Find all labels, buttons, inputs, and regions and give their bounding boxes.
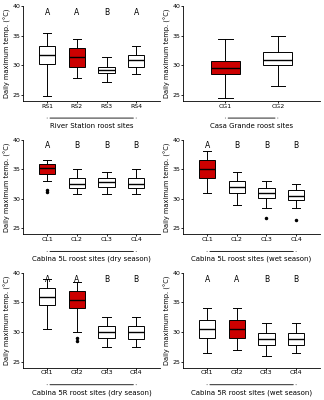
PathPatch shape xyxy=(128,55,144,67)
Text: A: A xyxy=(234,275,239,284)
Text: B: B xyxy=(234,141,239,150)
Text: A: A xyxy=(44,275,50,284)
PathPatch shape xyxy=(69,178,85,188)
PathPatch shape xyxy=(229,320,245,338)
PathPatch shape xyxy=(288,333,304,345)
X-axis label: Cabina 5L roost sites (wet season): Cabina 5L roost sites (wet season) xyxy=(191,256,312,262)
PathPatch shape xyxy=(69,48,85,67)
PathPatch shape xyxy=(199,320,215,338)
Text: B: B xyxy=(104,141,109,150)
Text: B: B xyxy=(74,141,79,150)
PathPatch shape xyxy=(258,333,274,345)
PathPatch shape xyxy=(39,46,55,64)
PathPatch shape xyxy=(258,188,274,198)
Text: A: A xyxy=(44,8,50,17)
PathPatch shape xyxy=(263,52,292,66)
Text: A: A xyxy=(74,275,79,284)
PathPatch shape xyxy=(288,190,304,200)
Text: B: B xyxy=(294,275,299,284)
Text: A: A xyxy=(44,141,50,150)
Text: B: B xyxy=(294,141,299,150)
Text: B: B xyxy=(133,275,139,284)
X-axis label: Cabina 5L roost sites (dry season): Cabina 5L roost sites (dry season) xyxy=(32,256,151,262)
Text: B: B xyxy=(264,275,269,284)
PathPatch shape xyxy=(39,288,55,306)
X-axis label: Cabina 5R roost sites (wet season): Cabina 5R roost sites (wet season) xyxy=(191,389,312,396)
PathPatch shape xyxy=(199,160,215,178)
Text: A: A xyxy=(133,8,139,17)
PathPatch shape xyxy=(69,291,85,308)
Y-axis label: Daily maximum temp. (°C): Daily maximum temp. (°C) xyxy=(4,276,11,365)
X-axis label: Cabina 5R roost sites (dry season): Cabina 5R roost sites (dry season) xyxy=(32,389,152,396)
PathPatch shape xyxy=(98,178,115,187)
Text: A: A xyxy=(204,275,210,284)
Text: B: B xyxy=(264,141,269,150)
Text: A: A xyxy=(204,141,210,150)
PathPatch shape xyxy=(39,164,55,174)
PathPatch shape xyxy=(128,178,144,188)
Text: B: B xyxy=(104,8,109,17)
Y-axis label: Daily maximum temp. (°C): Daily maximum temp. (°C) xyxy=(4,9,11,98)
X-axis label: River Station roost sites: River Station roost sites xyxy=(50,123,133,129)
Y-axis label: Daily maximum temp. (°C): Daily maximum temp. (°C) xyxy=(164,276,171,365)
Text: A: A xyxy=(74,8,79,17)
X-axis label: Casa Grande roost sites: Casa Grande roost sites xyxy=(210,123,293,129)
PathPatch shape xyxy=(98,67,115,72)
PathPatch shape xyxy=(229,181,245,193)
Text: B: B xyxy=(104,275,109,284)
PathPatch shape xyxy=(98,326,115,338)
PathPatch shape xyxy=(211,61,240,74)
Y-axis label: Daily maximum temp. (°C): Daily maximum temp. (°C) xyxy=(4,142,11,232)
Y-axis label: Daily maximum temp. (°C): Daily maximum temp. (°C) xyxy=(164,9,171,98)
Y-axis label: Daily maximum temp. (°C): Daily maximum temp. (°C) xyxy=(164,142,171,232)
Text: B: B xyxy=(133,141,139,150)
PathPatch shape xyxy=(128,326,144,339)
